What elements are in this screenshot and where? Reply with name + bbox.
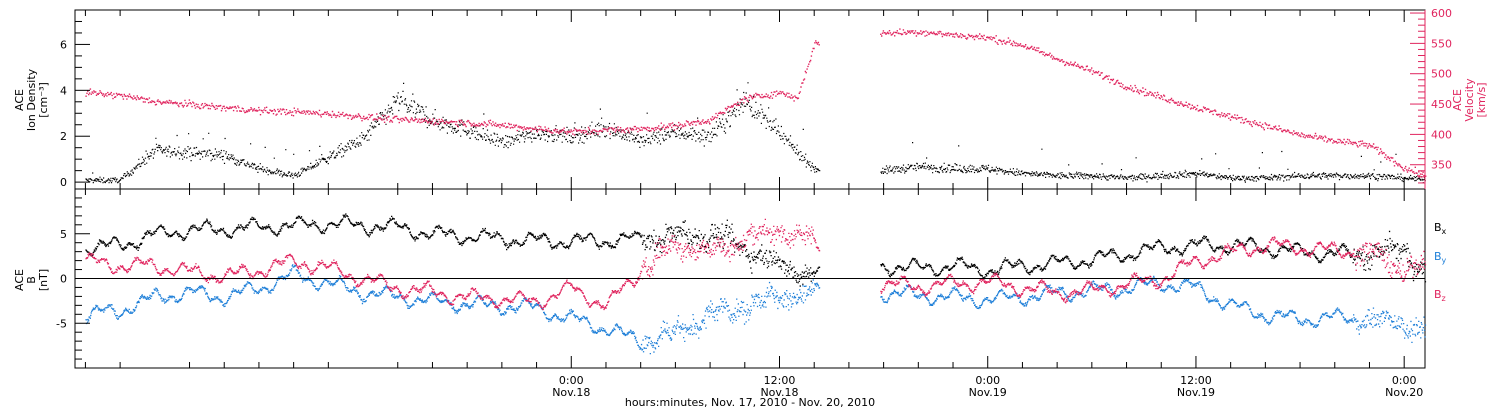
- density-ytick-label-2: 2: [60, 130, 67, 143]
- velocity-ytick-label-500: 500: [1431, 68, 1452, 81]
- xtick-date-label: Nov.18: [552, 386, 590, 399]
- plot-frames: [74, 9, 1426, 369]
- density-ylabel-line1: ACE: [13, 89, 26, 111]
- b-bx-points: [85, 213, 1427, 287]
- plot-frame-1: [74, 9, 1426, 190]
- xtick-date-label: Nov.19: [969, 386, 1007, 399]
- legend-bz-subscript: z: [1442, 294, 1446, 303]
- b-ytick-label-0: 0: [60, 273, 67, 286]
- density-points: [85, 82, 1426, 184]
- legend-by-subscript: y: [1442, 256, 1447, 265]
- xtick-date-label: Nov.20: [1385, 386, 1423, 399]
- velocity-ytick-label-550: 550: [1431, 37, 1452, 50]
- density-ytick-label-6: 6: [60, 38, 67, 51]
- axes: [75, 10, 1426, 368]
- xtick-time-label: 0:00: [975, 374, 1000, 387]
- xtick-time-label: 0:00: [1392, 374, 1417, 387]
- legend-by: By: [1434, 250, 1447, 265]
- velocity-ylabel-unit: [km/s]: [1475, 82, 1488, 117]
- legend-bz: Bz: [1434, 288, 1446, 303]
- xtick-time-label: 12:00: [764, 374, 796, 387]
- legend-by-main: B: [1434, 250, 1442, 263]
- xtick-time-label: 12:00: [1180, 374, 1212, 387]
- density-ylabel-line2: Ion Density: [25, 68, 38, 131]
- legend-bx-main: B: [1434, 221, 1442, 234]
- legend-bx: Bx: [1434, 221, 1447, 236]
- x-axis-title: hours:minutes, Nov. 17, 2010 - Nov. 20, …: [625, 396, 875, 409]
- xtick-time-label: 0:00: [559, 374, 584, 387]
- velocity-ylabel-line1: ACE: [1451, 89, 1464, 111]
- data-points: [85, 28, 1427, 355]
- b-ytick-label-5: 5: [60, 228, 67, 241]
- velocity-ylabel-line2: Velocity: [1463, 78, 1476, 122]
- legend-bz-main: B: [1434, 288, 1442, 301]
- b-ylabel-line1: ACE: [13, 269, 26, 291]
- velocity-ytick-label-450: 450: [1431, 98, 1452, 111]
- b-ylabel-unit: [nT]: [37, 269, 50, 291]
- velocity-ytick-label-350: 350: [1431, 159, 1452, 172]
- b-bz-points: [85, 218, 1427, 311]
- velocity-ytick-label-600: 600: [1431, 7, 1452, 20]
- density-ytick-label-0: 0: [60, 176, 67, 189]
- velocity-ytick-label-400: 400: [1431, 128, 1452, 141]
- density-ytick-label-4: 4: [60, 84, 67, 97]
- b-by-points: [85, 264, 1427, 355]
- density-ylabel-unit: [cm⁻³]: [37, 82, 50, 118]
- xtick-date-label: Nov.18: [760, 386, 798, 399]
- b-ytick-label--5: -5: [56, 317, 67, 330]
- b-ylabel-line2: B: [25, 276, 38, 284]
- xtick-date-label: Nov.19: [1177, 386, 1215, 399]
- legend-bx-subscript: x: [1442, 227, 1447, 236]
